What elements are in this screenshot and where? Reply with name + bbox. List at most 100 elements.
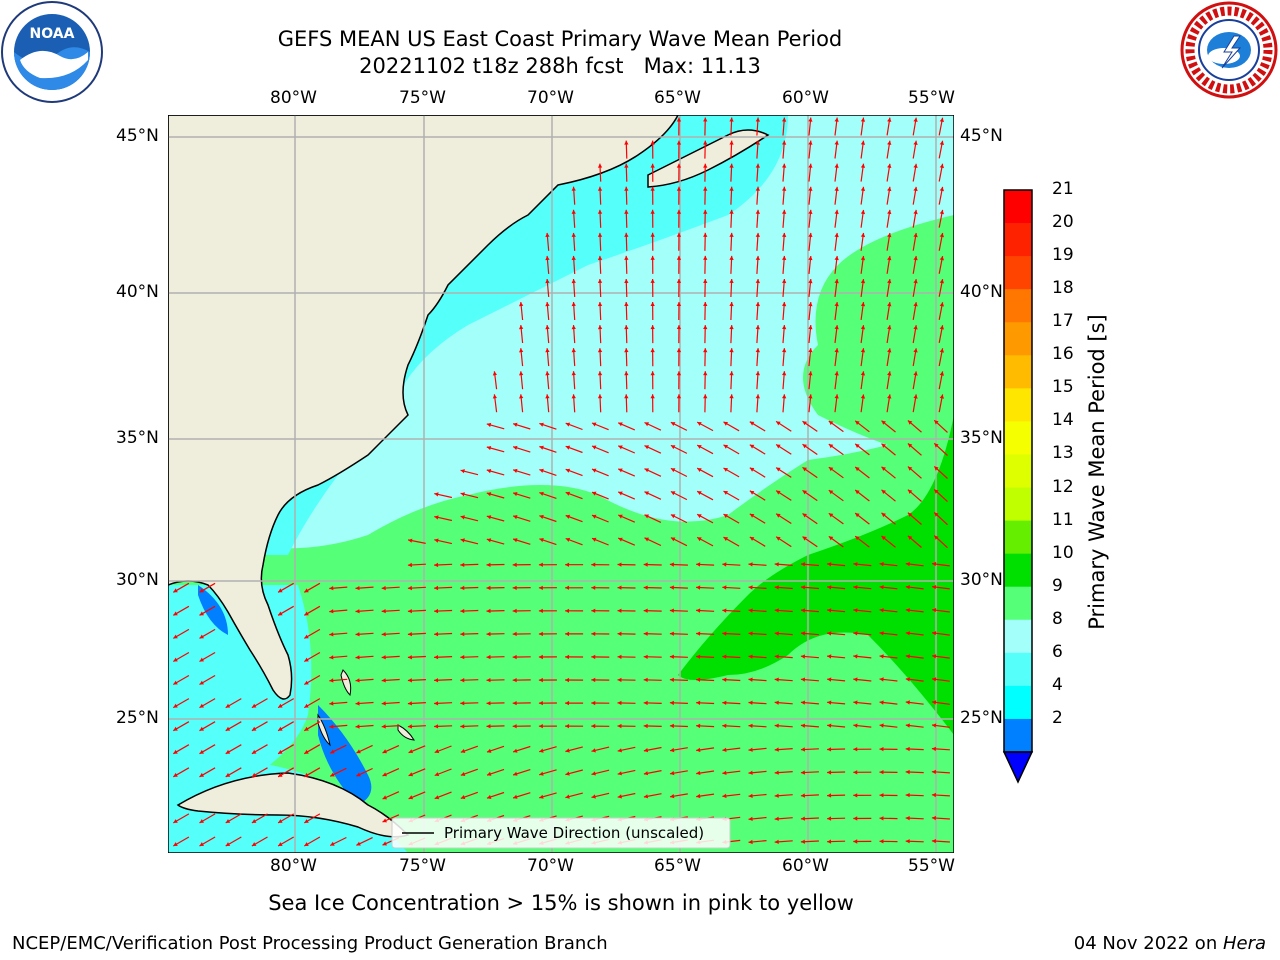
- wave-arrow-head: [808, 255, 813, 261]
- wave-arrow-head: [834, 163, 839, 168]
- wave-arrow-head: [748, 816, 753, 821]
- wave-arrow-head: [460, 515, 465, 520]
- wave-arrow-head: [802, 467, 807, 472]
- wave-arrow-head: [879, 793, 884, 798]
- wave-arrow-head: [565, 491, 571, 496]
- wave-arrow-head: [643, 771, 649, 776]
- wave-arrow-head: [855, 490, 860, 495]
- land-bahamas-3: [317, 713, 331, 747]
- colorbar-tick-label: 14: [1052, 410, 1074, 431]
- wave-arrow-head: [887, 256, 892, 261]
- wave-arrow-head: [539, 514, 544, 519]
- colorbar-band: [1004, 454, 1032, 489]
- wave-arrow-head: [723, 467, 728, 472]
- wave-arrow-head: [696, 631, 701, 636]
- wave-arrow-head: [934, 443, 939, 448]
- wave-arrow-head: [834, 279, 839, 284]
- wave-arrow-head: [855, 536, 860, 541]
- wave-arrow-head: [571, 325, 576, 330]
- colorbar-band: [1004, 487, 1032, 522]
- wave-arrow-head: [643, 700, 648, 706]
- wave-arrow-head: [905, 585, 910, 590]
- wave-arrow-head: [597, 371, 603, 376]
- wave-arrow-head: [828, 490, 834, 495]
- wave-arrow-head: [545, 348, 550, 353]
- wave-arrow-head: [356, 772, 361, 777]
- wave-arrow-head: [617, 562, 622, 567]
- wave-arrow-head: [329, 586, 334, 591]
- wave-arrow-head: [931, 585, 937, 590]
- wave-arrow-head: [676, 302, 682, 306]
- wave-arrow-head: [669, 562, 674, 567]
- wave-arrow-head: [356, 841, 361, 846]
- wave-arrow-head: [776, 490, 781, 495]
- wave-arrow-head: [571, 209, 576, 214]
- wave-arrow-head: [676, 232, 682, 237]
- wave-arrow-head: [676, 140, 682, 145]
- wave-arrow-head: [853, 793, 858, 798]
- wave-arrow-head: [782, 186, 787, 191]
- wave-arrow-head: [591, 468, 597, 473]
- wave-arrow-head: [486, 701, 491, 706]
- wave-arrow-head: [512, 678, 517, 683]
- wave-arrow-head: [774, 562, 779, 567]
- wave-arrow-head: [539, 491, 544, 496]
- wave-arrow-head: [538, 562, 543, 567]
- wave-arrow-head: [225, 819, 231, 823]
- colorbar-band: [1004, 520, 1032, 555]
- wave-arrow-head: [853, 585, 858, 590]
- noaa-logo: NOAA: [1, 1, 103, 103]
- wave-arrow-head: [939, 279, 944, 284]
- wave-arrow-head: [381, 585, 386, 591]
- wave-arrow-head: [860, 255, 866, 261]
- wave-arrow-head: [382, 772, 387, 777]
- wave-arrow-head: [860, 163, 866, 168]
- wave-arrow-head: [776, 467, 781, 472]
- wave-arrow-head: [703, 278, 708, 283]
- wave-arrow-head: [650, 186, 655, 191]
- lon-label-top-75w: 75°W: [399, 88, 446, 108]
- wave-arrow-head: [827, 585, 832, 590]
- wave-arrow-head: [251, 842, 257, 846]
- wave-arrow-head: [853, 677, 858, 682]
- wave-arrow-head: [697, 468, 702, 472]
- wave-arrow-head: [887, 394, 892, 399]
- wave-arrow-head: [696, 793, 701, 799]
- wave-arrow-head: [696, 608, 701, 613]
- wave-arrow-head: [591, 794, 596, 799]
- wave-arrow-head: [827, 723, 832, 728]
- wave-arrow-head: [729, 186, 734, 191]
- wave-arrow-head: [382, 818, 387, 823]
- wave-arrow-head: [729, 117, 734, 122]
- wave-arrow-head: [486, 654, 491, 660]
- lat-label-right-35n: 35°N: [960, 428, 1003, 448]
- wave-arrow-head: [834, 348, 839, 353]
- wave-arrow-head: [670, 491, 676, 496]
- wave-arrow-head: [913, 117, 918, 122]
- wave-arrow-head: [460, 748, 466, 753]
- wave-arrow-head: [617, 771, 622, 776]
- wave-arrow-head: [913, 232, 918, 238]
- wave-arrow-head: [853, 654, 858, 659]
- wave-arrow-head: [676, 348, 682, 353]
- colorbar-band: [1004, 685, 1032, 720]
- wave-arrow-head: [434, 585, 439, 591]
- wave-arrow-head: [879, 562, 884, 567]
- wave-arrow-head: [670, 771, 675, 776]
- wave-arrow-head: [808, 140, 813, 145]
- wave-arrow-head: [887, 232, 892, 238]
- wave-arrow-head: [808, 232, 813, 237]
- wave-arrow-head: [827, 839, 832, 844]
- wave-arrow-head: [539, 422, 544, 427]
- wave-arrow-head: [591, 491, 597, 496]
- wave-arrow-head: [591, 700, 596, 706]
- wave-arrow-head: [931, 677, 937, 682]
- wave-arrow-head: [748, 770, 753, 775]
- wave-arrow-head: [355, 724, 360, 729]
- wave-arrow-head: [355, 609, 360, 614]
- wave-arrow-head: [676, 117, 682, 122]
- wave-arrow-head: [697, 537, 702, 542]
- wave-arrow-head: [571, 371, 576, 376]
- wave-arrow-head: [800, 700, 805, 705]
- map-legend: Primary Wave Direction (unscaled): [391, 817, 731, 849]
